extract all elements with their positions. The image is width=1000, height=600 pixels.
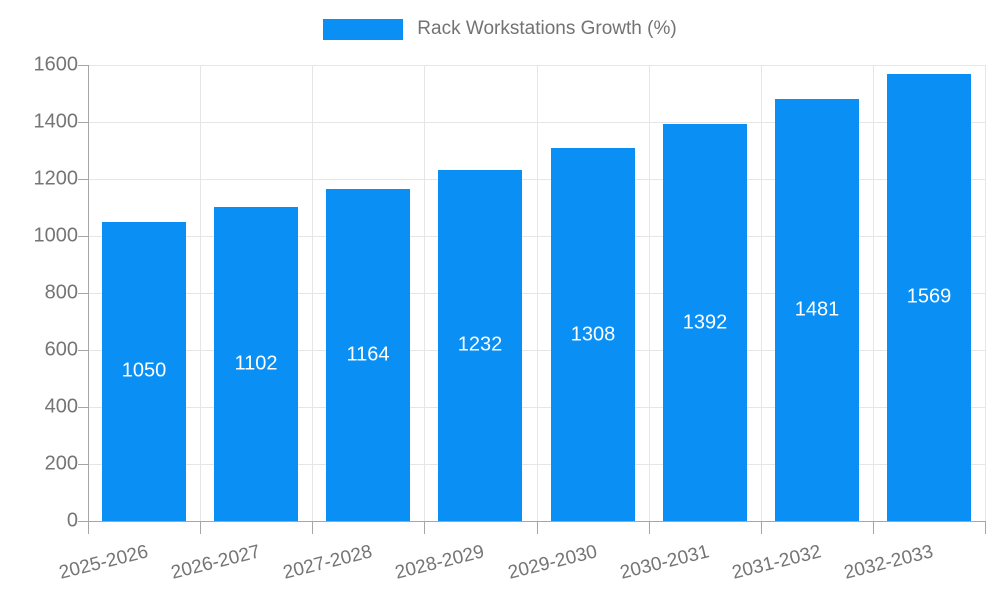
x-gridline	[985, 65, 986, 521]
x-axis-category-label: 2027-2028	[281, 541, 375, 584]
bar[interactable]	[887, 74, 971, 521]
y-gridline	[88, 293, 985, 294]
bar[interactable]	[663, 124, 747, 521]
y-gridline	[88, 65, 985, 66]
x-axis-category-label: 2030-2031	[618, 541, 712, 584]
y-axis-tick	[78, 521, 88, 522]
y-axis-tick	[78, 293, 88, 294]
y-gridline	[88, 122, 985, 123]
x-axis-category-label: 2025-2026	[57, 541, 151, 584]
y-axis-label: 1600	[33, 53, 79, 76]
legend-swatch-icon[interactable]	[323, 18, 404, 40]
y-axis-tick	[78, 464, 88, 465]
x-gridline	[312, 65, 313, 521]
y-gridline	[88, 350, 985, 351]
bar-value-label: 1050	[121, 359, 167, 382]
bar[interactable]	[102, 222, 186, 521]
y-axis-tick	[78, 407, 88, 408]
bar-value-label: 1569	[906, 285, 952, 308]
bar-value-label: 1481	[794, 298, 840, 321]
bar-value-label: 1308	[570, 323, 616, 346]
y-gridline	[88, 179, 985, 180]
x-axis-category-label: 2031-2032	[730, 541, 824, 584]
x-axis-category-label: 2029-2030	[506, 541, 600, 584]
y-axis-tick	[78, 122, 88, 123]
bar[interactable]	[214, 207, 298, 521]
x-gridline	[761, 65, 762, 521]
legend: Rack Workstations Growth (%)	[0, 18, 1000, 40]
x-axis-category-label: 2032-2033	[842, 541, 936, 584]
y-axis-label: 400	[44, 395, 78, 418]
x-gridline	[424, 65, 425, 521]
x-axis-tick	[537, 521, 538, 534]
bar[interactable]	[438, 170, 522, 521]
bar[interactable]	[326, 189, 410, 521]
legend-label[interactable]: Rack Workstations Growth (%)	[417, 18, 677, 39]
y-axis-tick	[78, 65, 88, 66]
y-axis-label: 0	[66, 509, 78, 532]
y-axis-label: 600	[44, 338, 78, 361]
x-gridline	[873, 65, 874, 521]
bar[interactable]	[775, 99, 859, 521]
x-gridline	[537, 65, 538, 521]
x-gridline	[649, 65, 650, 521]
y-axis-tick	[78, 350, 88, 351]
y-axis-label: 800	[44, 281, 78, 304]
y-axis-tick	[78, 236, 88, 237]
x-axis-category-label: 2026-2027	[169, 541, 263, 584]
bar-value-label: 1102	[234, 352, 278, 375]
x-axis-tick	[761, 521, 762, 534]
y-gridline	[88, 464, 985, 465]
y-axis-label: 1400	[33, 110, 79, 133]
y-axis-tick	[78, 179, 88, 180]
x-axis-tick	[873, 521, 874, 534]
x-axis-tick	[985, 521, 986, 534]
x-axis-tick	[424, 521, 425, 534]
y-axis-label: 200	[44, 452, 78, 475]
x-axis-line	[88, 521, 985, 522]
y-axis-label: 1200	[33, 167, 79, 190]
y-axis-line	[88, 65, 89, 534]
bar-value-label: 1392	[682, 311, 728, 334]
x-axis-tick	[649, 521, 650, 534]
bar-value-label: 1164	[346, 343, 390, 366]
x-axis-tick	[312, 521, 313, 534]
y-gridline	[88, 407, 985, 408]
bar-value-label: 1232	[457, 333, 503, 356]
y-axis-label: 1000	[33, 224, 79, 247]
x-axis-tick	[200, 521, 201, 534]
x-axis-category-label: 2028-2029	[393, 541, 487, 584]
x-gridline	[200, 65, 201, 521]
bar[interactable]	[551, 148, 635, 521]
y-gridline	[88, 236, 985, 237]
